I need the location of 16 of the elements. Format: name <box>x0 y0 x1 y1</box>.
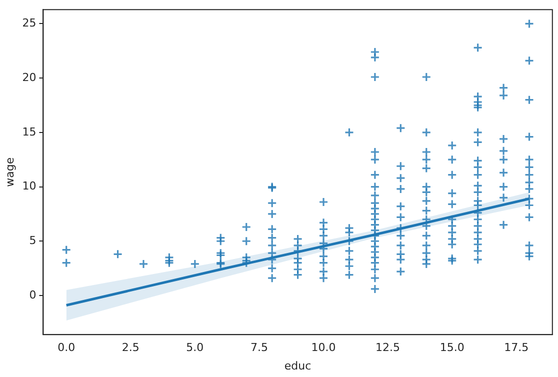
x-tick-label: 2.5 <box>122 341 140 354</box>
y-axis-title: wage <box>3 157 16 187</box>
y-tick-label: 15 <box>22 125 36 138</box>
y-tick-label: 0 <box>29 288 36 302</box>
x-axis-title: educ <box>284 359 312 372</box>
x-tick-label: 5.0 <box>186 341 204 354</box>
x-tick-label: 0.0 <box>58 341 76 354</box>
y-tick-label: 20 <box>22 70 36 84</box>
x-tick-label: 17.5 <box>504 341 529 354</box>
x-tick-label: 10.0 <box>311 341 336 354</box>
y-tick-label: 10 <box>22 180 36 193</box>
x-tick-label: 15.0 <box>440 341 464 354</box>
x-tick-label: 7.5 <box>250 341 268 354</box>
y-tick-label: 5 <box>29 234 36 247</box>
x-tick-label: 12.5 <box>376 341 400 354</box>
y-tick-label: 25 <box>22 16 36 30</box>
